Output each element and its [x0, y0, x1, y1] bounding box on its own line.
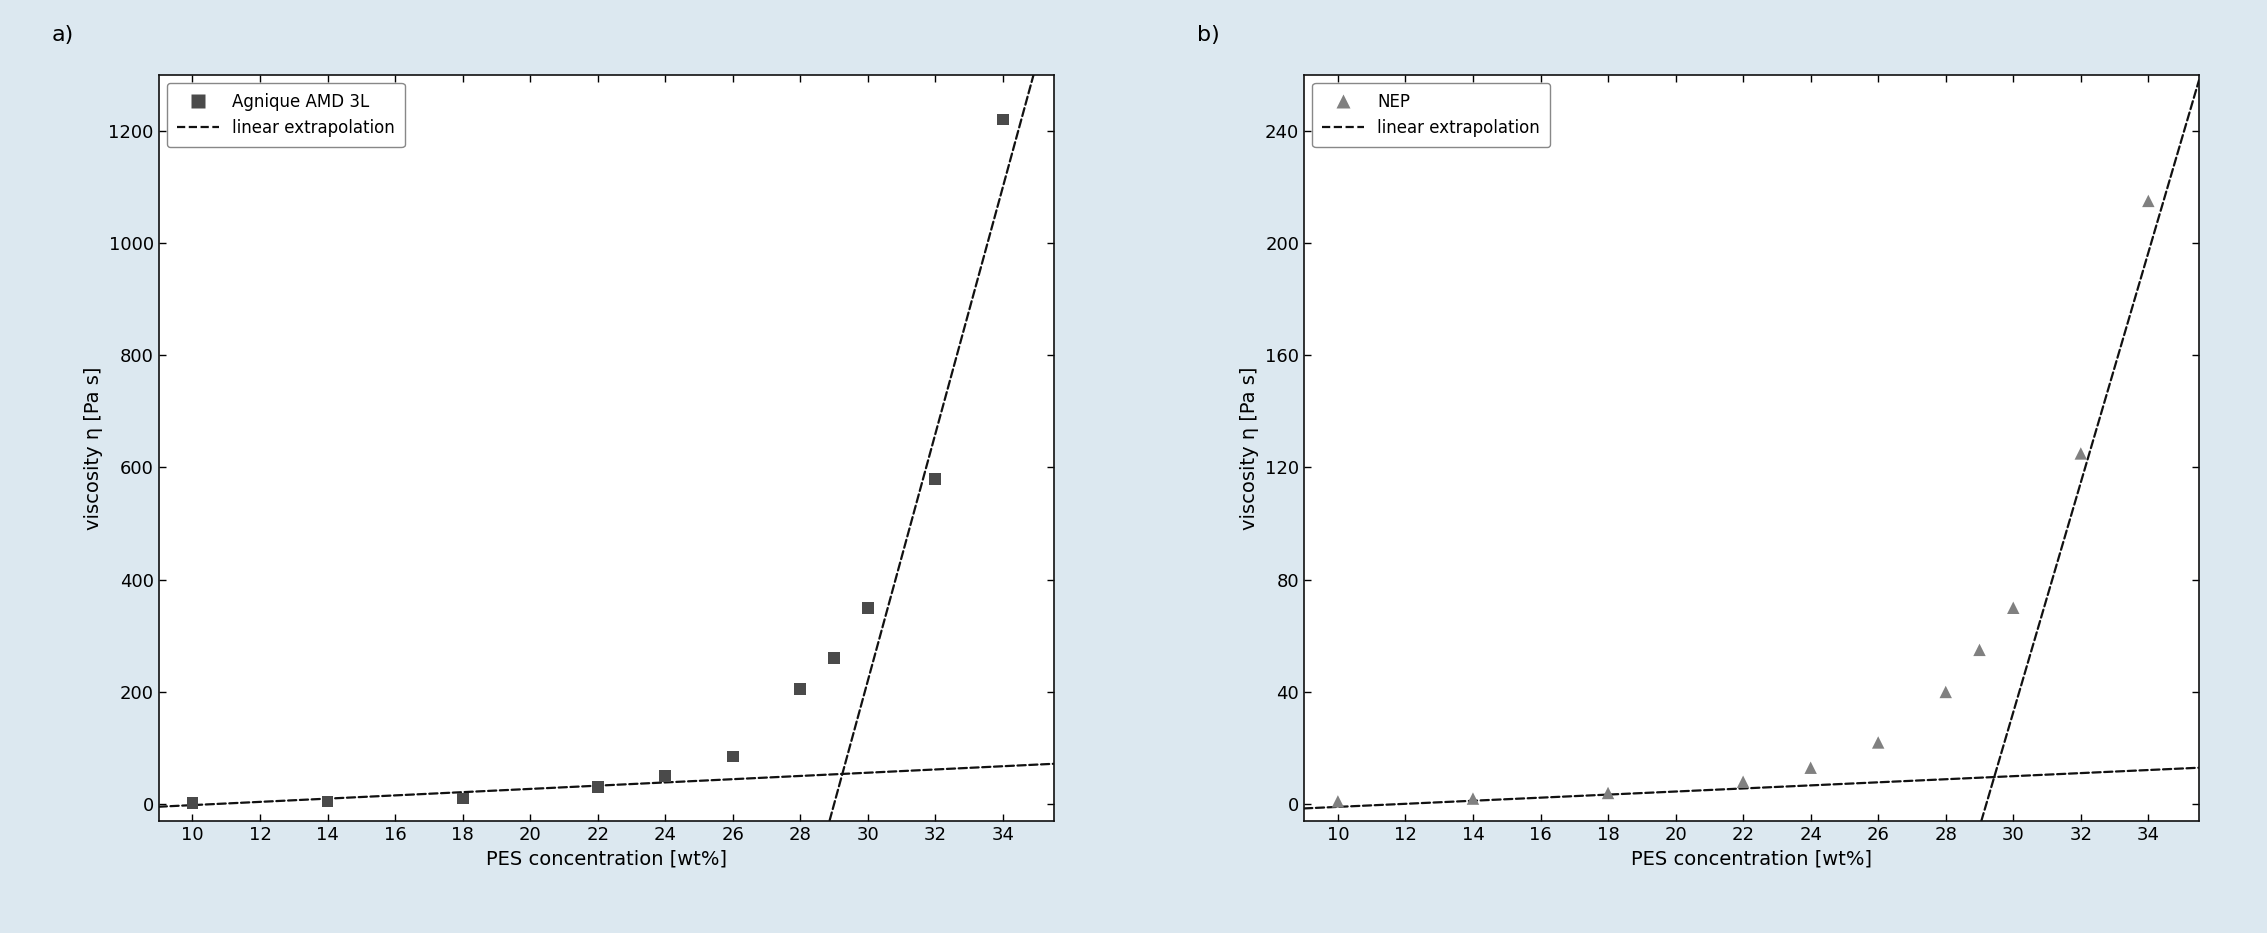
Point — [2131, 193, 2167, 208]
Point — [1319, 794, 1356, 809]
Point — [1725, 774, 1761, 789]
Point — [1793, 760, 1829, 775]
X-axis label: PES concentration [wt%]: PES concentration [wt%] — [1630, 849, 1873, 869]
Point — [984, 112, 1020, 127]
Point — [646, 769, 682, 784]
Point — [1859, 735, 1895, 750]
Point — [918, 471, 954, 486]
Point — [1455, 791, 1492, 806]
Point — [308, 794, 345, 809]
Point — [580, 780, 617, 795]
Point — [782, 682, 818, 697]
Legend: NEP, linear extrapolation: NEP, linear extrapolation — [1313, 83, 1551, 147]
Point — [444, 791, 481, 806]
Point — [850, 600, 886, 615]
Legend: Agnique AMD 3L, linear extrapolation: Agnique AMD 3L, linear extrapolation — [168, 83, 406, 147]
Point — [2063, 446, 2099, 461]
Point — [175, 796, 211, 811]
Text: a): a) — [52, 25, 73, 45]
Text: b): b) — [1197, 25, 1220, 45]
Point — [1927, 685, 1963, 700]
Point — [1961, 643, 1997, 658]
Point — [816, 651, 852, 666]
Point — [1589, 786, 1625, 801]
Y-axis label: viscosity η [Pa s]: viscosity η [Pa s] — [84, 366, 102, 530]
Y-axis label: viscosity η [Pa s]: viscosity η [Pa s] — [1240, 366, 1260, 530]
Point — [714, 749, 750, 764]
X-axis label: PES concentration [wt%]: PES concentration [wt%] — [485, 849, 728, 869]
Point — [1995, 600, 2031, 615]
